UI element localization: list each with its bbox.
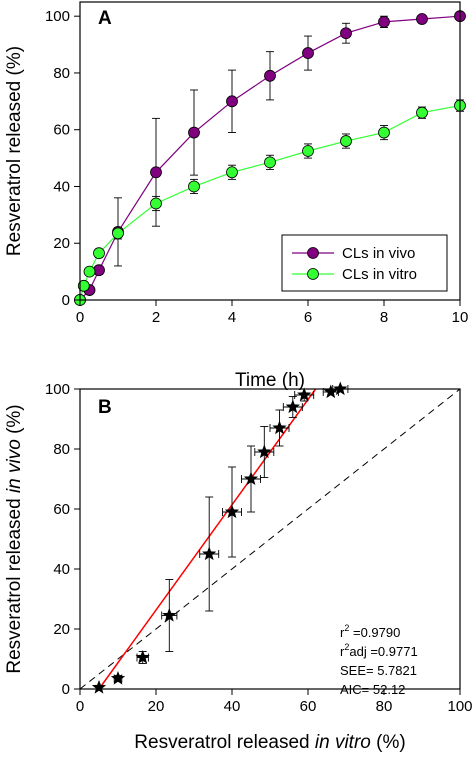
series-vitro-point-10 bbox=[340, 135, 352, 147]
scatter-point-0 bbox=[91, 680, 107, 694]
series-vivo-point-9 bbox=[340, 27, 352, 40]
scatter-point-4 bbox=[202, 546, 217, 561]
scatter-point-5 bbox=[224, 504, 240, 519]
panel-b-x-tick-label-1: 20 bbox=[148, 698, 165, 715]
panel-a-y-tick-label-0: 0 bbox=[62, 292, 70, 309]
panel-a-y-tick-label-2: 40 bbox=[53, 178, 70, 195]
panel-b-marks bbox=[79, 381, 461, 694]
panel-b-x-tick-label-3: 60 bbox=[300, 698, 317, 715]
stat-r2: r2 =0.9790 bbox=[340, 623, 400, 640]
series-vitro-point-9 bbox=[302, 145, 314, 157]
series-vitro-point-3 bbox=[93, 247, 105, 260]
scatter-point-10 bbox=[297, 387, 312, 402]
panel-b-y-tick-label-1: 20 bbox=[53, 621, 70, 638]
panel-b-y-tick-label-3: 60 bbox=[53, 501, 70, 518]
panel-b-y-tick-label-0: 0 bbox=[62, 681, 70, 698]
panel-a-x-axis-title: Time (h) bbox=[235, 370, 305, 391]
scatter-point-9 bbox=[285, 399, 300, 414]
series-vitro-point-7 bbox=[226, 166, 238, 179]
scatter-point-6 bbox=[243, 471, 259, 486]
scatter-point-1 bbox=[110, 671, 126, 685]
panel-a-x-tick-label-2: 4 bbox=[228, 309, 236, 326]
stat-aic: AIC= 52.12 bbox=[340, 682, 405, 697]
series-vitro-point-5 bbox=[150, 197, 162, 210]
panel-a-y-axis-title: Resveratrol released (%) bbox=[4, 46, 25, 256]
stat-see: SEE= 5.7821 bbox=[340, 663, 417, 678]
series-vivo-point-7 bbox=[264, 69, 276, 82]
panel-b: 0 20 40 60 80 100 0 20 40 60 80 100 B Resveratrol r… bbox=[4, 381, 473, 753]
panel-a-y-tick-label-5: 100 bbox=[45, 8, 70, 25]
fit-statistics: r2 =0.9790 r2adj =0.9771 SEE= 5.7821 AIC… bbox=[340, 623, 418, 697]
fit-line bbox=[98, 388, 317, 690]
scatter-point-2 bbox=[135, 650, 150, 664]
legend-vivo-label: CLs in vivo bbox=[342, 245, 415, 262]
panel-b-x-tick-label-5: 100 bbox=[447, 698, 472, 715]
panel-a-label: A bbox=[98, 8, 112, 29]
series-vitro-point-1 bbox=[77, 279, 90, 292]
series-vivo-point-10 bbox=[378, 15, 390, 28]
panel-b-x-tick-label-4: 80 bbox=[376, 698, 393, 715]
panel-b-y-tick-label-5: 100 bbox=[45, 381, 70, 398]
panel-b-y-tick-label-4: 80 bbox=[53, 441, 70, 458]
series-vivo-point-8 bbox=[302, 47, 314, 59]
series-vivo-point-5 bbox=[188, 126, 200, 139]
series-vivo-point-6 bbox=[226, 95, 238, 108]
series-vitro-point-11 bbox=[378, 126, 390, 139]
scatter-point-12 bbox=[333, 381, 348, 396]
panel-b-ticks: 0 20 40 60 80 100 0 20 40 60 80 100 bbox=[45, 381, 473, 715]
panel-b-x-tick-label-0: 0 bbox=[76, 698, 84, 715]
scatter-point-11 bbox=[323, 384, 338, 399]
series-vitro-point-8 bbox=[264, 156, 276, 169]
legend-vitro-marker bbox=[307, 268, 319, 280]
panel-a-x-tick-label-4: 8 bbox=[380, 309, 388, 326]
reference-line bbox=[79, 388, 461, 690]
panel-a-marks bbox=[74, 10, 466, 306]
panel-b-label: B bbox=[98, 397, 112, 418]
scatter-point-7 bbox=[257, 444, 272, 459]
panel-b-x-axis-title: Resveratrol released in vitro (%) bbox=[134, 732, 405, 753]
panel-a-x-tick-label-1: 2 bbox=[152, 309, 160, 326]
panel-a-y-tick-label-4: 80 bbox=[53, 65, 70, 82]
scatter-point-3 bbox=[162, 608, 177, 622]
panel-a-x-tick-label-0: 0 bbox=[76, 309, 84, 326]
stat-r2adj: r2adj =0.9771 bbox=[340, 642, 418, 659]
series-vitro-point-2 bbox=[83, 265, 96, 278]
series-vitro-point-12 bbox=[416, 106, 428, 119]
panel-b-plot-frame bbox=[79, 388, 461, 690]
series-vivo-point-4 bbox=[150, 166, 162, 179]
scatter-point-8 bbox=[272, 420, 287, 435]
panel-a-x-tick-label-5: 10 bbox=[452, 309, 469, 326]
legend-box bbox=[281, 234, 448, 292]
legend-vivo-marker bbox=[307, 247, 319, 259]
series-vitro-point-6 bbox=[188, 180, 200, 193]
panel-a-plot-frame bbox=[79, 1, 461, 301]
panel-a-x-tick-label-3: 6 bbox=[304, 309, 312, 326]
series-vivo-point-11 bbox=[416, 13, 428, 25]
panel-a-y-tick-label-1: 20 bbox=[53, 235, 70, 252]
panel-a-legend: CLs in vivo CLs in vitro bbox=[281, 234, 448, 292]
legend-vitro-label: CLs in vitro bbox=[342, 266, 417, 283]
panel-b-y-tick-label-2: 40 bbox=[53, 561, 70, 578]
series-vitro-point-4 bbox=[112, 227, 124, 240]
panel-a-y-tick-label-3: 60 bbox=[53, 122, 70, 139]
panel-b-x-tick-label-2: 40 bbox=[224, 698, 241, 715]
panel-b-y-axis-title: Resveratrol released in vivo (%) bbox=[4, 404, 25, 673]
